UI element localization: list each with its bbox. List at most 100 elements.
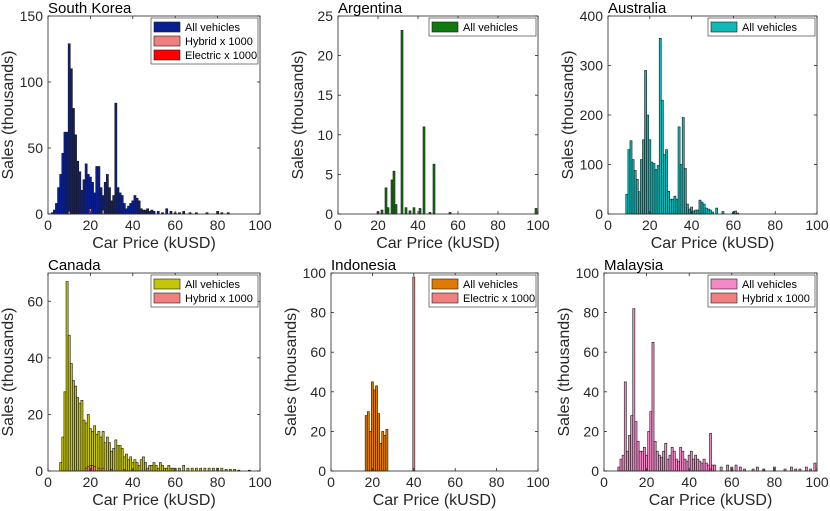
histogram-bar — [146, 208, 150, 215]
histogram-bar — [57, 187, 60, 215]
x-tick-label: 60 — [450, 217, 466, 233]
histogram-bar — [127, 205, 130, 215]
histogram-bar — [633, 170, 637, 215]
histogram-bar — [156, 467, 160, 472]
histogram-bar — [694, 209, 698, 215]
histogram-bar — [86, 466, 90, 472]
histogram-bar — [649, 411, 653, 472]
histogram-bar — [159, 462, 162, 472]
legend-label: All vehicles — [742, 22, 798, 34]
x-tick-label: 100 — [526, 217, 550, 233]
x-axis-label: Car Price (kUSD) — [649, 492, 773, 509]
histogram-bar — [640, 159, 643, 215]
x-tick-label: 20 — [83, 217, 99, 233]
plot-area — [608, 16, 817, 214]
histogram-bar — [706, 208, 710, 215]
x-tick-label: 100 — [248, 217, 272, 233]
x-tick-label: 40 — [125, 217, 141, 233]
histogram-bar — [190, 467, 194, 472]
y-tick-label: 10 — [317, 127, 333, 143]
series-1 — [364, 381, 389, 472]
y-tick-label: 20 — [317, 48, 333, 64]
histogram-bar — [114, 439, 118, 472]
histogram-bar — [654, 169, 658, 215]
y-axis-label: Sales (thousands) — [283, 308, 300, 437]
legend-swatch — [153, 21, 181, 33]
histogram-bar — [186, 467, 190, 472]
y-axis-label: Sales (thousands) — [556, 308, 573, 437]
x-tick-label: 20 — [639, 474, 655, 490]
histogram-bar — [80, 399, 84, 472]
x-tick-label: 100 — [526, 474, 550, 490]
histogram-bar — [379, 442, 383, 472]
y-tick-label: 100 — [303, 265, 327, 281]
y-tick-label: 80 — [583, 305, 599, 321]
histogram-bar — [711, 464, 714, 472]
histogram-bar — [78, 402, 82, 472]
legend-swatch — [431, 278, 459, 290]
histogram-bar — [422, 126, 426, 215]
legend-label: Electric x 1000 — [463, 293, 535, 305]
histogram-bar — [648, 139, 652, 215]
histogram-bar — [108, 442, 111, 472]
y-tick-label: 20 — [310, 423, 326, 439]
plot-area — [338, 16, 538, 214]
x-tick-label: 80 — [490, 217, 506, 233]
histogram-bar — [59, 462, 63, 472]
histogram-bar — [142, 209, 145, 215]
histogram-bar — [199, 467, 203, 472]
histogram-bar — [95, 433, 99, 472]
x-tick-label: 60 — [167, 474, 183, 490]
histogram-bar — [99, 436, 103, 472]
histogram-bar — [660, 456, 663, 472]
histogram-bar — [704, 462, 708, 472]
histogram-bar — [144, 209, 147, 215]
y-tick-label: 0 — [595, 206, 603, 222]
histogram-bar — [655, 450, 659, 472]
histogram-bar — [692, 210, 696, 215]
y-tick-label: 25 — [317, 8, 333, 24]
histogram-bar — [122, 203, 126, 215]
histogram-bar — [670, 446, 674, 472]
histogram-bar — [97, 431, 101, 472]
legend: All vehicles — [428, 17, 537, 37]
y-tick-label: 0 — [35, 206, 43, 222]
x-tick-label: 60 — [726, 217, 742, 233]
chart-title: South Korea — [48, 0, 132, 17]
histogram-bar — [67, 43, 71, 215]
histogram-bar — [178, 467, 181, 472]
histogram-bar — [67, 334, 71, 472]
histogram-bar — [623, 381, 627, 472]
legend: All vehicles Hybrid x 1000 — [707, 274, 816, 308]
histogram-bar — [675, 458, 678, 472]
histogram-bar — [700, 462, 704, 472]
histogram-bar — [651, 341, 655, 472]
histogram-bar — [61, 436, 65, 472]
x-tick-label: 60 — [167, 217, 183, 233]
chart-title: Malaysia — [604, 257, 664, 274]
histogram-bar — [55, 203, 58, 215]
histogram-bar — [694, 454, 697, 472]
x-tick-label: 100 — [805, 217, 829, 233]
x-tick-label: 0 — [600, 474, 608, 490]
histogram-bar — [86, 414, 90, 472]
x-tick-label: 20 — [370, 217, 386, 233]
legend-label: Hybrid x 1000 — [742, 293, 810, 305]
chart-title: Canada — [48, 257, 101, 274]
histogram-bar — [709, 433, 712, 472]
histogram-bar — [106, 174, 109, 215]
histogram-bar — [412, 276, 416, 472]
legend-swatch — [153, 49, 181, 61]
histogram-bar — [97, 467, 101, 472]
y-tick-label: 5 — [325, 166, 333, 182]
y-axis-label: Sales (thousands) — [0, 51, 17, 180]
histogram-bar — [375, 385, 378, 472]
histogram-bar — [629, 140, 633, 215]
x-tick-label: 0 — [44, 217, 52, 233]
histogram-bar — [110, 450, 113, 472]
histogram-bar — [668, 454, 672, 472]
histogram-bar — [163, 467, 166, 472]
histogram-bar — [150, 465, 154, 472]
histogram-bar — [636, 440, 640, 472]
histogram-bar — [696, 209, 700, 215]
